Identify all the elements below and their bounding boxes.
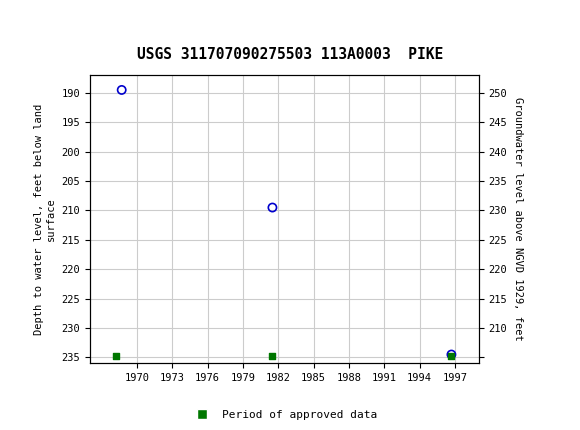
Text: USGS 311707090275503 113A0003  PIKE: USGS 311707090275503 113A0003 PIKE xyxy=(137,47,443,62)
Point xyxy=(447,353,456,360)
Y-axis label: Depth to water level, feet below land
surface: Depth to water level, feet below land su… xyxy=(34,104,56,335)
Point xyxy=(117,86,126,93)
Point xyxy=(268,353,277,360)
Point xyxy=(268,204,277,211)
Y-axis label: Groundwater level above NGVD 1929, feet: Groundwater level above NGVD 1929, feet xyxy=(513,98,523,341)
Text: ▒USGS: ▒USGS xyxy=(17,17,86,35)
Legend: Period of approved data: Period of approved data xyxy=(187,405,382,424)
Point xyxy=(447,351,456,358)
Point xyxy=(111,353,121,360)
